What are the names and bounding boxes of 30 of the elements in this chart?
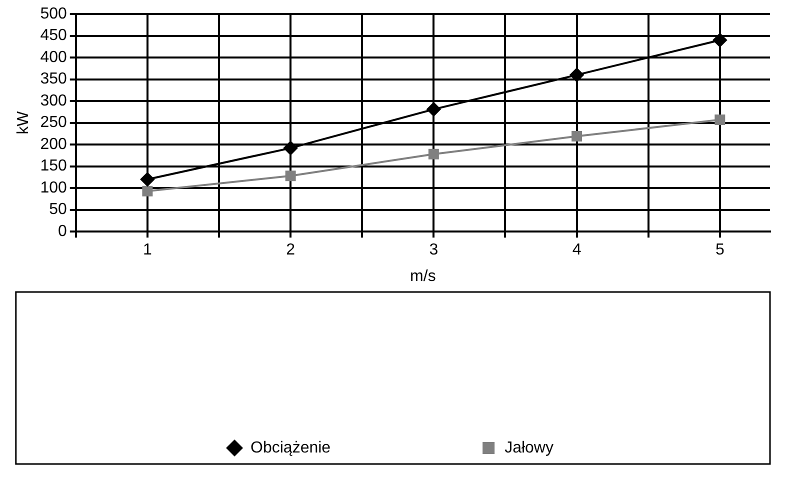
point	[714, 114, 726, 125]
point	[284, 141, 298, 156]
x-tick-label: 3	[429, 242, 438, 259]
y-tick-label: 450	[40, 27, 67, 44]
point	[428, 148, 439, 160]
x-axis-title: m/s	[410, 268, 436, 285]
y-tick-label: 300	[40, 92, 67, 110]
y-tick-label: 100	[40, 179, 67, 196]
x-tick-label: 4	[572, 242, 582, 259]
point	[142, 186, 153, 196]
point	[285, 170, 296, 182]
legend-label: Jałowy	[504, 439, 554, 456]
x-tick-label: 5	[715, 242, 724, 259]
y-tick-label: 400	[40, 48, 67, 66]
point	[712, 33, 727, 48]
y-tick-label: 200	[40, 136, 67, 153]
y-tick-label: 150	[40, 158, 67, 175]
y-tick-label: 50	[49, 201, 67, 218]
point	[426, 102, 441, 116]
point	[570, 68, 584, 82]
y-axis-title: kW	[15, 110, 32, 134]
legend-label: Obciążenie	[250, 439, 331, 456]
x-tick-label: 2	[286, 242, 296, 259]
y-tick-label: 0	[58, 223, 67, 240]
x-tick-label: 1	[143, 242, 152, 259]
y-tick-label: 500	[40, 5, 67, 22]
y-tick-label: 250	[40, 114, 67, 132]
y-tick-label: 350	[40, 70, 67, 88]
point	[140, 172, 154, 186]
point	[572, 131, 582, 142]
